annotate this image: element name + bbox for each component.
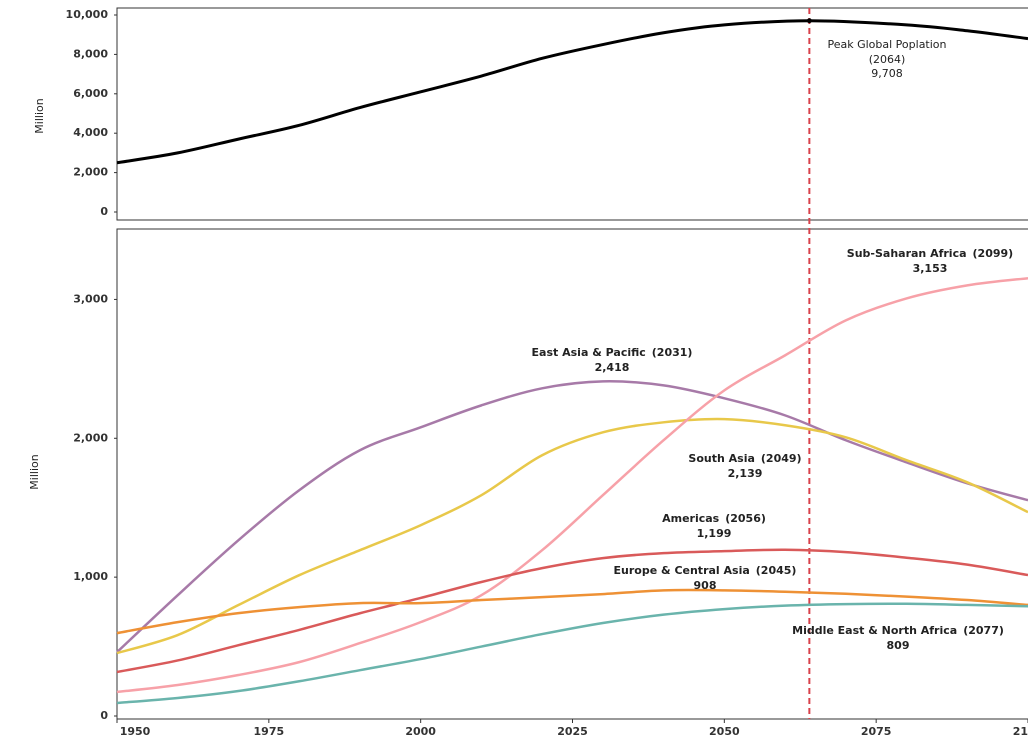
annotation-value: 9,708 [871,67,903,80]
peak-year: (2099) [973,247,1014,260]
y-tick-label: 0 [100,205,108,218]
peak-label: Middle East & North Africa (2077) [792,624,1004,637]
peak-label: Sub-Saharan Africa (2099) [847,247,1013,260]
annotation-text: Peak Global Poplation [827,38,946,51]
x-tick-label: 1950 [120,725,151,738]
series-name: Sub-Saharan Africa [847,247,967,260]
series-name: South Asia [688,452,754,465]
peak-point [806,18,812,24]
series-name: East Asia & Pacific [532,346,646,359]
peak-year: (2045) [756,564,797,577]
series-name: Europe & Central Asia [614,564,750,577]
series-line [116,380,1028,654]
peak-year: (2031) [652,346,693,359]
y-axis-label: Million [28,454,41,489]
annotation-year: (2064) [869,53,906,66]
peak-year: (2049) [761,452,802,465]
y-tick-label: 2,000 [73,166,108,179]
y-tick-label: 10,000 [66,8,109,21]
peak-value: 3,153 [913,262,948,275]
y-tick-label: 6,000 [73,87,108,100]
series-name: Americas [662,512,720,525]
peak-label: Europe & Central Asia (2045) [614,564,797,577]
series-line [116,588,1028,635]
x-tick-label: 2075 [861,725,892,738]
peak-value: 809 [887,639,910,652]
peak-value: 2,418 [595,361,630,374]
y-axis-label: Million [33,98,46,133]
y-tick-label: 0 [100,709,108,722]
series-line [116,417,1028,655]
series-line [116,548,1028,674]
series-line [116,602,1028,705]
bottom-frame [116,228,1028,720]
peak-value: 1,199 [697,527,732,540]
series-line [116,276,1028,694]
peak-year: (2056) [725,512,766,525]
peak-label: South Asia (2049) [688,452,801,465]
y-tick-label: 2,000 [73,431,108,444]
x-tick-label: 1975 [254,725,285,738]
y-tick-label: 8,000 [73,47,108,60]
y-tick-label: 1,000 [73,570,108,583]
series-line [116,19,1028,165]
top-frame [116,7,1028,221]
peak-value: 2,139 [728,467,763,480]
x-tick-label: 2100 [1013,725,1028,738]
peak-value: 908 [694,579,717,592]
peak-label: Americas (2056) [662,512,766,525]
peak-label: East Asia & Pacific (2031) [532,346,693,359]
x-tick-label: 2050 [709,725,740,738]
peak-year: (2077) [963,624,1004,637]
y-tick-label: 4,000 [73,126,108,139]
x-tick-label: 2000 [405,725,436,738]
x-tick-label: 2025 [557,725,588,738]
series-name: Middle East & North Africa [792,624,957,637]
y-tick-label: 3,000 [73,292,108,305]
